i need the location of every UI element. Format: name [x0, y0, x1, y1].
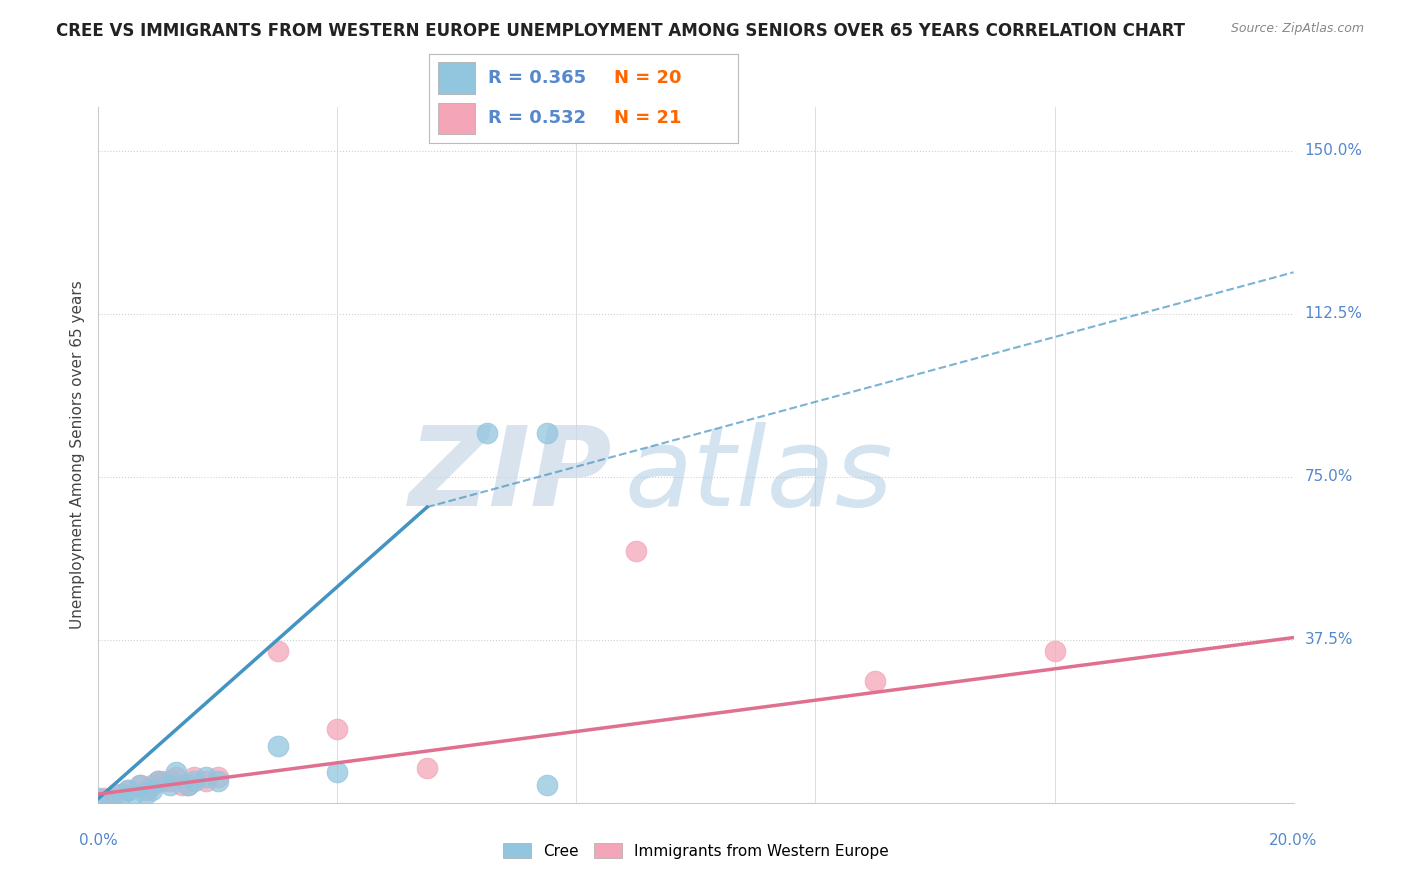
Point	[165, 770, 187, 784]
Text: 20.0%: 20.0%	[1270, 833, 1317, 848]
Point	[159, 774, 181, 789]
Point	[93, 791, 115, 805]
Y-axis label: Unemployment Among Seniors over 65 years: Unemployment Among Seniors over 65 years	[69, 281, 84, 629]
Point	[536, 778, 558, 792]
Point	[129, 778, 152, 792]
Text: 37.5%: 37.5%	[1305, 632, 1353, 648]
Point	[326, 722, 349, 736]
Legend: Cree, Immigrants from Western Europe: Cree, Immigrants from Western Europe	[498, 837, 894, 864]
Point	[148, 774, 170, 789]
Point	[177, 778, 200, 792]
Point	[183, 774, 205, 789]
Text: 150.0%: 150.0%	[1305, 143, 1362, 158]
Point	[475, 426, 498, 441]
Text: ZIP: ZIP	[409, 422, 612, 529]
Point	[159, 778, 181, 792]
Point	[87, 791, 110, 805]
Point	[98, 791, 122, 805]
Text: 0.0%: 0.0%	[79, 833, 118, 848]
Point	[624, 543, 647, 558]
Text: R = 0.365: R = 0.365	[488, 69, 586, 87]
Point	[111, 787, 134, 801]
Point	[267, 739, 290, 754]
Text: CREE VS IMMIGRANTS FROM WESTERN EUROPE UNEMPLOYMENT AMONG SENIORS OVER 65 YEARS : CREE VS IMMIGRANTS FROM WESTERN EUROPE U…	[56, 22, 1185, 40]
Text: N = 21: N = 21	[614, 109, 682, 128]
Point	[153, 774, 176, 789]
Text: 112.5%: 112.5%	[1305, 306, 1362, 321]
Point	[416, 761, 439, 775]
Point	[326, 765, 349, 780]
Text: atlas: atlas	[624, 422, 893, 529]
Point	[194, 770, 218, 784]
Point	[117, 782, 139, 797]
FancyBboxPatch shape	[439, 62, 475, 94]
Point	[536, 426, 558, 441]
Point	[1043, 643, 1066, 657]
Point	[129, 778, 152, 792]
Point	[194, 774, 218, 789]
Point	[267, 643, 290, 657]
Point	[105, 787, 128, 801]
Point	[172, 778, 194, 792]
Point	[117, 782, 139, 797]
Point	[135, 782, 157, 797]
Text: R = 0.532: R = 0.532	[488, 109, 586, 128]
Point	[207, 774, 229, 789]
Text: N = 20: N = 20	[614, 69, 682, 87]
Point	[124, 787, 146, 801]
Point	[141, 782, 163, 797]
Point	[177, 778, 200, 792]
Point	[135, 787, 157, 801]
Point	[141, 778, 163, 792]
Point	[183, 770, 205, 784]
Point	[207, 770, 229, 784]
Text: Source: ZipAtlas.com: Source: ZipAtlas.com	[1230, 22, 1364, 36]
Point	[148, 774, 170, 789]
Point	[865, 674, 887, 689]
Text: 75.0%: 75.0%	[1305, 469, 1353, 484]
FancyBboxPatch shape	[439, 103, 475, 134]
Point	[165, 765, 187, 780]
